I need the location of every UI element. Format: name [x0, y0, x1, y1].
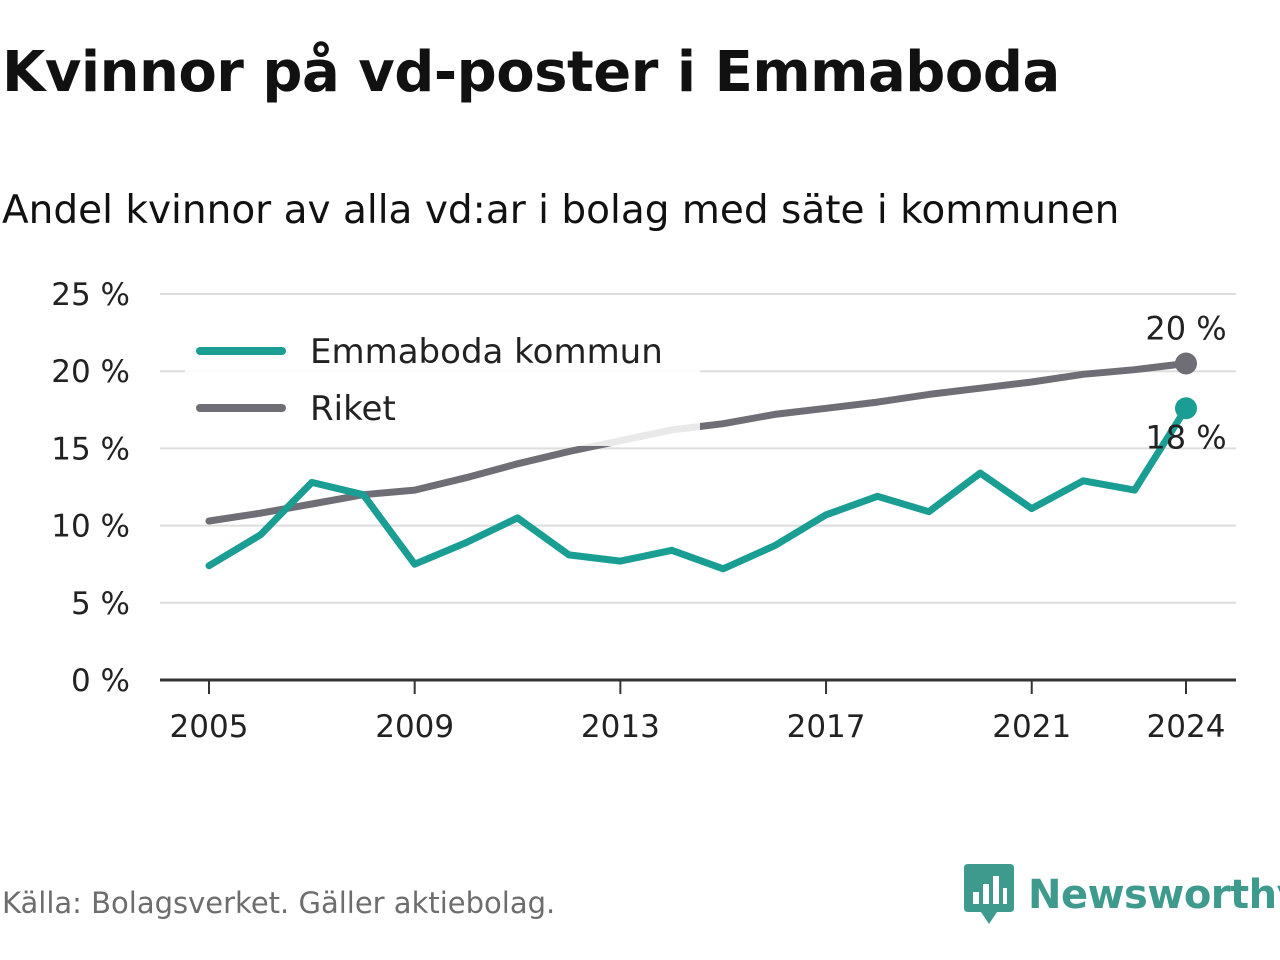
legend-label-riket: Riket [310, 389, 396, 429]
end-marker-riket [1175, 352, 1197, 375]
source-note: Källa: Bolagsverket. Gäller aktiebolag. [2, 886, 556, 920]
x-tick-label-2005: 2005 [170, 709, 249, 745]
y-tick-label-25: 25 % [51, 277, 130, 313]
newsworthy-logo-icon [964, 864, 1014, 924]
x-tick-label-2021: 2021 [992, 709, 1071, 745]
y-axis-ticks: 0 % 5 % 10 % 15 % 20 % 25 % [51, 277, 130, 699]
chart-subtitle: Andel kvinnor av alla vd:ar i bolag med … [2, 188, 1120, 233]
chart-title: Kvinnor på vd-poster i Emmaboda [2, 40, 1060, 105]
y-tick-label-10: 10 % [51, 509, 130, 545]
x-tick-label-2013: 2013 [581, 709, 660, 745]
brand-logo: Newsworthy [964, 862, 1280, 928]
end-marker-emmaboda [1175, 397, 1197, 420]
end-markers: 18 % 20 % [1145, 309, 1226, 456]
end-label-emmaboda: 18 % [1145, 418, 1226, 456]
legend: Emmaboda kommun Riket [185, 318, 700, 446]
x-tick-label-2024: 2024 [1147, 709, 1226, 745]
legend-background [185, 318, 700, 446]
legend-label-emmaboda: Emmaboda kommun [310, 332, 663, 372]
series-line-emmaboda [205, 404, 1190, 573]
x-axis: 2005 2009 2013 2017 2021 2024 [160, 678, 1236, 745]
y-tick-label-15: 15 % [51, 431, 130, 467]
brand-name: Newsworthy [1028, 872, 1280, 918]
y-tick-label-5: 5 % [71, 586, 130, 622]
x-tick-label-2009: 2009 [375, 709, 454, 745]
end-label-riket: 20 % [1145, 309, 1226, 347]
x-tick-label-2017: 2017 [787, 709, 866, 745]
y-tick-label-20: 20 % [51, 354, 130, 390]
y-tick-label-0: 0 % [71, 663, 130, 699]
